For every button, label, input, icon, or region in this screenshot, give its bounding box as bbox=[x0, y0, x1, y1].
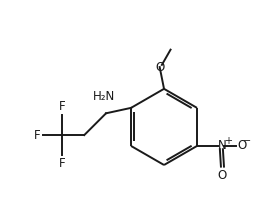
Text: +: + bbox=[224, 136, 232, 146]
Text: O: O bbox=[218, 169, 227, 182]
Text: H₂N: H₂N bbox=[93, 90, 115, 104]
Text: F: F bbox=[34, 129, 40, 141]
Text: O: O bbox=[237, 139, 246, 152]
Text: O: O bbox=[155, 61, 164, 74]
Text: N: N bbox=[218, 139, 227, 152]
Text: F: F bbox=[59, 157, 66, 170]
Text: F: F bbox=[59, 100, 66, 113]
Text: −: − bbox=[243, 136, 251, 146]
